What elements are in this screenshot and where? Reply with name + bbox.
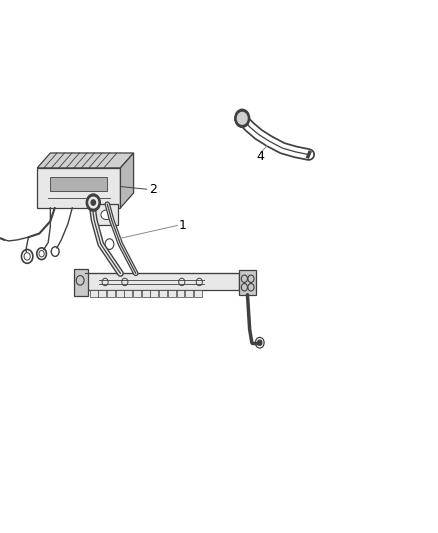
Text: 1: 1 bbox=[179, 220, 187, 232]
Polygon shape bbox=[37, 153, 134, 168]
FancyBboxPatch shape bbox=[37, 168, 120, 208]
FancyBboxPatch shape bbox=[94, 204, 118, 225]
FancyBboxPatch shape bbox=[142, 290, 150, 297]
Circle shape bbox=[235, 109, 250, 127]
FancyBboxPatch shape bbox=[151, 290, 159, 297]
FancyBboxPatch shape bbox=[194, 290, 202, 297]
FancyBboxPatch shape bbox=[124, 290, 132, 297]
FancyBboxPatch shape bbox=[133, 290, 141, 297]
Circle shape bbox=[237, 112, 247, 124]
FancyBboxPatch shape bbox=[159, 290, 167, 297]
Ellipse shape bbox=[101, 210, 112, 220]
Polygon shape bbox=[120, 153, 134, 208]
FancyBboxPatch shape bbox=[90, 290, 98, 297]
FancyBboxPatch shape bbox=[99, 290, 106, 297]
Text: 4: 4 bbox=[256, 150, 264, 163]
Circle shape bbox=[258, 340, 262, 345]
FancyBboxPatch shape bbox=[168, 290, 176, 297]
FancyBboxPatch shape bbox=[239, 270, 256, 295]
FancyBboxPatch shape bbox=[185, 290, 193, 297]
FancyBboxPatch shape bbox=[177, 290, 184, 297]
FancyBboxPatch shape bbox=[74, 269, 88, 296]
FancyBboxPatch shape bbox=[107, 290, 115, 297]
Circle shape bbox=[91, 200, 95, 205]
FancyBboxPatch shape bbox=[116, 290, 124, 297]
Circle shape bbox=[86, 194, 100, 211]
Circle shape bbox=[89, 197, 98, 208]
Text: 2: 2 bbox=[149, 183, 157, 196]
FancyBboxPatch shape bbox=[50, 177, 107, 191]
FancyBboxPatch shape bbox=[85, 273, 239, 290]
